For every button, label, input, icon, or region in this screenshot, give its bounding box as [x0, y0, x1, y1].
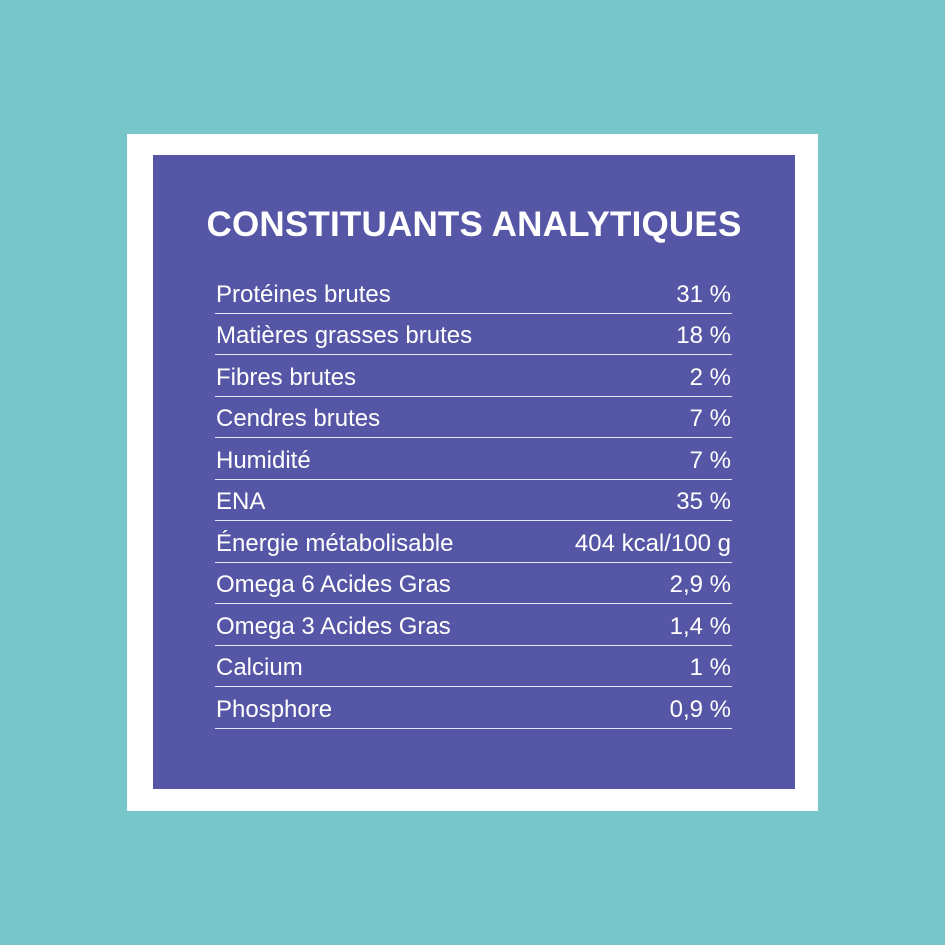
row-label: Calcium — [216, 654, 303, 681]
row-value: 0,9 % — [669, 695, 731, 723]
table-row: Énergie métabolisable 404 kcal/100 g — [215, 521, 732, 563]
row-label: Fibres brutes — [216, 363, 357, 391]
row-label: Matières grasses brutes — [216, 322, 473, 349]
row-value: 1,4 % — [669, 612, 731, 640]
row-value: 1 % — [689, 654, 731, 681]
row-label: Omega 6 Acides Gras — [216, 571, 451, 598]
row-value: 2,9 % — [669, 571, 731, 598]
table-row: Matières grasses brutes 18 % — [215, 314, 732, 355]
row-value: 404 kcal/100 g — [574, 529, 731, 557]
row-value: 35 % — [676, 488, 731, 515]
row-label: Phosphore — [216, 695, 333, 723]
row-label: Omega 3 Acides Gras — [216, 612, 451, 640]
table-row: Fibres brutes 2 % — [215, 355, 732, 397]
row-value: 31 % — [676, 280, 731, 308]
row-value: 2 % — [689, 363, 731, 391]
row-value: 7 % — [689, 405, 731, 432]
table-row: Omega 6 Acides Gras 2,9 % — [215, 563, 732, 604]
row-label: Cendres brutes — [216, 405, 381, 432]
row-label: ENA — [216, 488, 266, 515]
analytics-panel: CONSTITUANTS ANALYTIQUES Protéines brute… — [153, 155, 795, 789]
table-row: Calcium 1 % — [215, 646, 732, 687]
table-row: Protéines brutes 31 % — [215, 272, 732, 314]
table-row: ENA 35 % — [215, 480, 732, 521]
panel-title: CONSTITUANTS ANALYTIQUES — [206, 205, 742, 244]
row-label: Énergie métabolisable — [216, 529, 454, 557]
table-row: Phosphore 0,9 % — [215, 687, 732, 729]
constituents-table: Protéines brutes 31 % Matières grasses b… — [215, 272, 732, 729]
table-row: Omega 3 Acides Gras 1,4 % — [215, 604, 732, 646]
table-row: Humidité 7 % — [215, 438, 732, 480]
row-label: Protéines brutes — [216, 280, 391, 308]
table-row: Cendres brutes 7 % — [215, 397, 732, 438]
row-value: 18 % — [676, 322, 731, 349]
row-value: 7 % — [689, 446, 731, 474]
row-label: Humidité — [216, 446, 311, 474]
